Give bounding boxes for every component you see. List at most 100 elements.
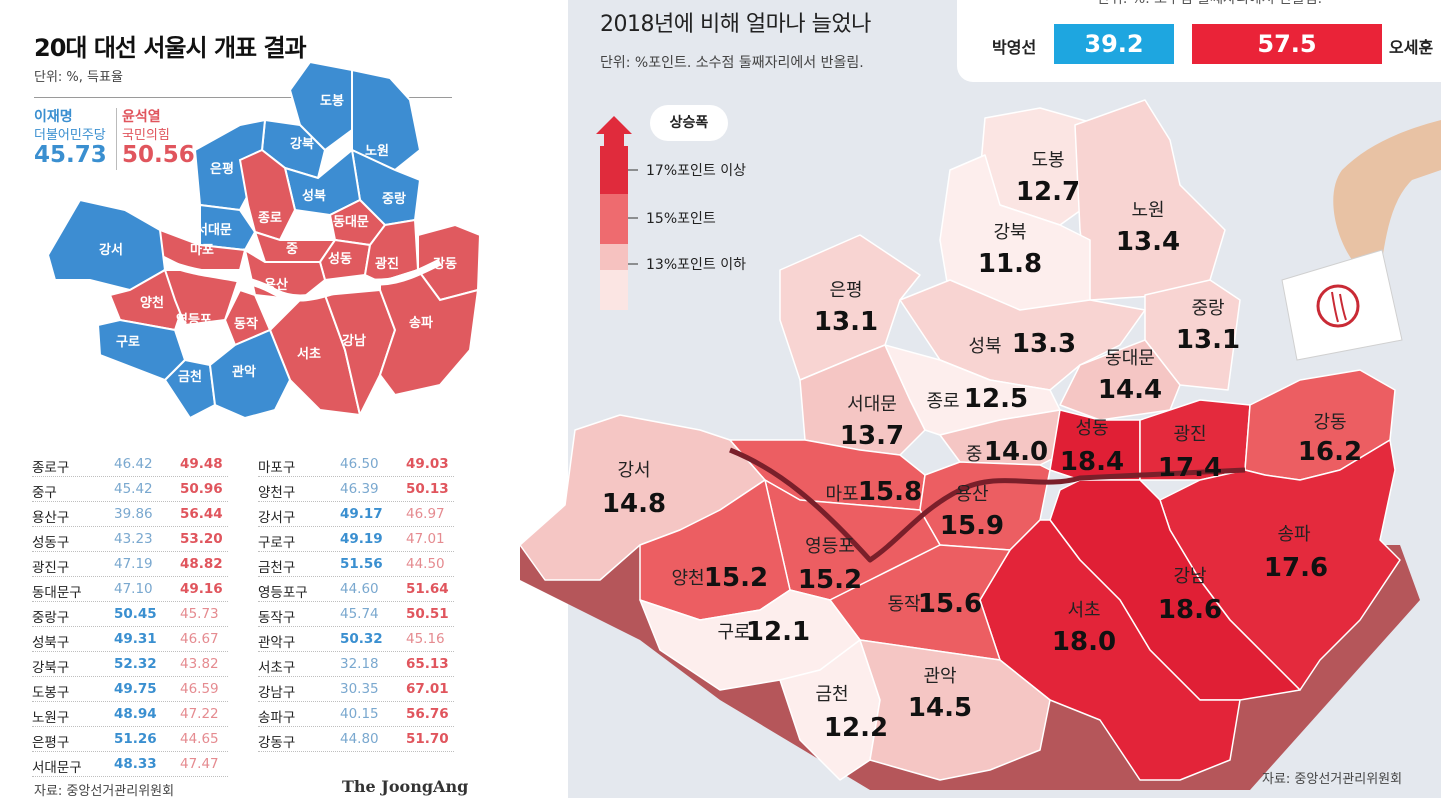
comparison-unit: 단위: %. 소수점 둘째자리에서 반올림. — [1097, 0, 1322, 8]
district-row: 도봉구 49.75 46.59 — [32, 677, 228, 702]
district-value: 14.4 — [1098, 375, 1162, 405]
map-label: 중랑 — [382, 192, 406, 207]
right-title: 2018년에 비해 얼마나 늘었나 — [600, 12, 871, 37]
map-label: 도봉 — [320, 94, 344, 109]
district-pct-b: 46.59 — [180, 681, 219, 697]
district-name: 용산 — [955, 484, 988, 505]
district-row: 서대문구 48.33 47.47 — [32, 752, 228, 777]
district-name: 도봉 — [1031, 150, 1064, 171]
candidate-a-name: 이재명 — [34, 109, 73, 125]
district-name: 서대문구 — [32, 760, 82, 776]
district-pct-a: 46.50 — [340, 456, 379, 472]
map-label: 송파 — [409, 316, 433, 331]
district-value: 16.2 — [1298, 437, 1362, 467]
district-pct-a: 47.19 — [114, 556, 153, 572]
district-name: 송파 — [1277, 524, 1311, 545]
district-row: 강서구 49.17 46.97 — [258, 502, 454, 527]
map-label: 광진 — [375, 256, 399, 272]
district-name: 관악구 — [258, 635, 296, 651]
district-pct-a: 46.39 — [340, 481, 379, 497]
map-label: 강남 — [342, 333, 366, 349]
district-name: 중 — [966, 444, 983, 465]
district-pct-a: 39.86 — [114, 506, 153, 522]
candidate-b-party: 국민의힘 — [122, 128, 170, 143]
right-source: 자료: 중앙선거관리위원회 — [1262, 772, 1403, 787]
district-table-col2: 마포구 46.50 49.03 양천구 46.39 50.13 강서구 49.17 46.97 구… — [258, 452, 454, 752]
district-row: 종로구 46.42 49.48 — [32, 452, 228, 477]
district-name: 영등포구 — [258, 585, 308, 601]
district-name: 성동구 — [32, 535, 70, 551]
district-name: 마포 — [825, 484, 858, 505]
map-label: 종로 — [258, 211, 282, 226]
district-name: 서대문 — [847, 394, 897, 415]
district-pct-a: 45.42 — [114, 481, 153, 497]
district-name: 동작구 — [258, 610, 296, 626]
district-value: 15.8 — [858, 477, 922, 507]
district-pct-a: 47.10 — [114, 581, 153, 597]
district-pct-b: 46.67 — [180, 631, 219, 647]
district-row: 노원구 48.94 47.22 — [32, 702, 228, 727]
district-pct-a: 51.26 — [114, 731, 157, 747]
legend-level-low: 13%포인트 이하 — [646, 257, 746, 273]
district-pct-b: 67.01 — [406, 681, 449, 697]
map-district-gwanak — [208, 328, 292, 420]
map-label: 성동 — [328, 252, 352, 267]
district-value: 15.6 — [918, 589, 982, 619]
district-name: 강서구 — [258, 510, 296, 526]
map-label: 구로 — [116, 335, 140, 350]
map-district-seodaemun — [199, 203, 257, 252]
district-value: 17.6 — [1264, 553, 1328, 583]
district-name: 서초 — [1067, 600, 1100, 621]
left-source: 자료: 중앙선거관리위원회 — [34, 784, 175, 799]
district-gangbuk — [939, 154, 1091, 316]
candidate-b-pct: 50.56 — [122, 142, 195, 168]
district-name: 종로구 — [32, 460, 70, 476]
district-name: 강서 — [617, 460, 650, 481]
district-value: 15.2 — [798, 565, 862, 595]
district-pct-b: 48.82 — [180, 556, 223, 572]
district-row: 금천구 51.56 44.50 — [258, 552, 454, 577]
district-name: 서초구 — [258, 660, 296, 676]
district-pct-a: 52.32 — [114, 656, 157, 672]
district-pct-a: 45.74 — [340, 606, 379, 622]
district-pct-a: 32.18 — [340, 656, 379, 672]
district-row: 은평구 51.26 44.65 — [32, 727, 228, 752]
district-value: 17.4 — [1158, 453, 1222, 483]
district-name: 송파구 — [258, 710, 296, 726]
comparison-b-bar: 57.5 — [1192, 24, 1382, 64]
district-value: 14.0 — [984, 437, 1048, 467]
district-pct-b: 56.44 — [180, 506, 223, 522]
map-label: 중 — [286, 242, 298, 257]
district-name: 용산구 — [32, 510, 70, 526]
district-value: 13.4 — [1116, 227, 1180, 257]
district-pct-a: 49.31 — [114, 631, 157, 647]
district-name: 중랑 — [1191, 298, 1224, 319]
district-name: 금천 — [815, 684, 848, 705]
district-name: 성북 — [968, 336, 1001, 357]
candidate-a-party: 더불어민주당 — [34, 128, 106, 143]
district-row: 동대문구 47.10 49.16 — [32, 577, 228, 602]
district-name: 동대문구 — [32, 585, 82, 601]
district-value: 12.2 — [824, 713, 888, 743]
candidate-a-pct: 45.73 — [34, 142, 107, 168]
district-pct-b: 49.16 — [180, 581, 223, 597]
district-name: 중구 — [32, 485, 57, 501]
map-district-nowon — [351, 68, 422, 172]
left-title: 20대 대선 서울시 개표 결과 — [34, 34, 307, 62]
district-name: 양천구 — [258, 485, 296, 501]
district-name: 마포구 — [258, 460, 296, 476]
district-pct-b: 44.50 — [406, 556, 445, 572]
district-pct-a: 30.35 — [340, 681, 379, 697]
district-pct-a: 50.32 — [340, 631, 383, 647]
district-value: 14.8 — [602, 489, 666, 519]
candidate-divider — [116, 108, 117, 170]
map-label: 금천 — [178, 370, 202, 385]
district-pct-a: 49.17 — [340, 506, 383, 522]
district-pct-b: 43.82 — [180, 656, 219, 672]
district-value: 18.4 — [1060, 447, 1124, 477]
map-label: 성북 — [302, 189, 326, 204]
district-name: 강동 — [1313, 412, 1346, 433]
district-pct-a: 48.94 — [114, 706, 157, 722]
district-value: 11.8 — [978, 249, 1042, 279]
map-district-dongjak — [223, 288, 272, 347]
